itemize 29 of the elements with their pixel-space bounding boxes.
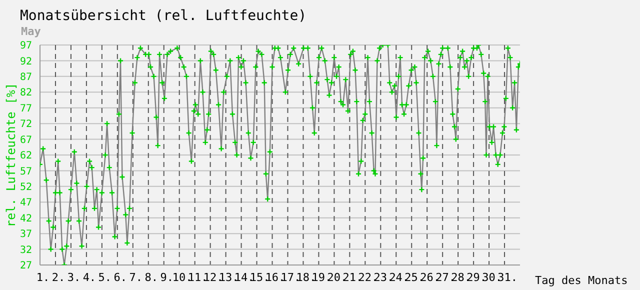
y-tick-label: 52 [20, 182, 32, 193]
x-tick-label: 1. [36, 270, 50, 284]
chart-title: Monatsübersicht (rel. Luftfeuchte) [20, 8, 307, 24]
x-tick-label: 9. [160, 270, 174, 284]
y-tick-label: 67 [20, 134, 32, 146]
x-tick-label: 6. [114, 270, 128, 284]
y-tick-label: 37 [20, 229, 32, 240]
y-tick-label: 82 [20, 88, 32, 99]
y-tick-label: 97 [20, 40, 32, 52]
y-tick-label: 72 [20, 119, 32, 130]
x-tick-label: 5. [98, 270, 112, 284]
y-tick-label: 42 [20, 213, 32, 224]
y-axis-title: rel. Luftfeuchte [%] [4, 82, 18, 228]
y-tick-label: 47 [20, 198, 32, 209]
y-tick-label: 92 [20, 56, 32, 68]
x-tick-label: 2. [52, 270, 66, 284]
y-tick-label: 62 [20, 150, 32, 162]
x-tick-label: 8. [144, 270, 158, 284]
y-tick-label: 87 [20, 72, 32, 83]
y-tick-label: 27 [20, 260, 32, 272]
x-tick-label: 31. [498, 270, 518, 284]
x-tick-label: 7. [129, 270, 143, 284]
x-tick-label: 4. [82, 270, 96, 284]
y-tick-label: 57 [20, 166, 32, 178]
chart-subtitle: May [21, 25, 41, 38]
y-tick-label: 77 [20, 103, 32, 114]
y-tick-label: 32 [20, 244, 32, 256]
x-tick-label: 3. [67, 270, 81, 284]
x-axis-title: Tag des Monats [535, 274, 628, 287]
